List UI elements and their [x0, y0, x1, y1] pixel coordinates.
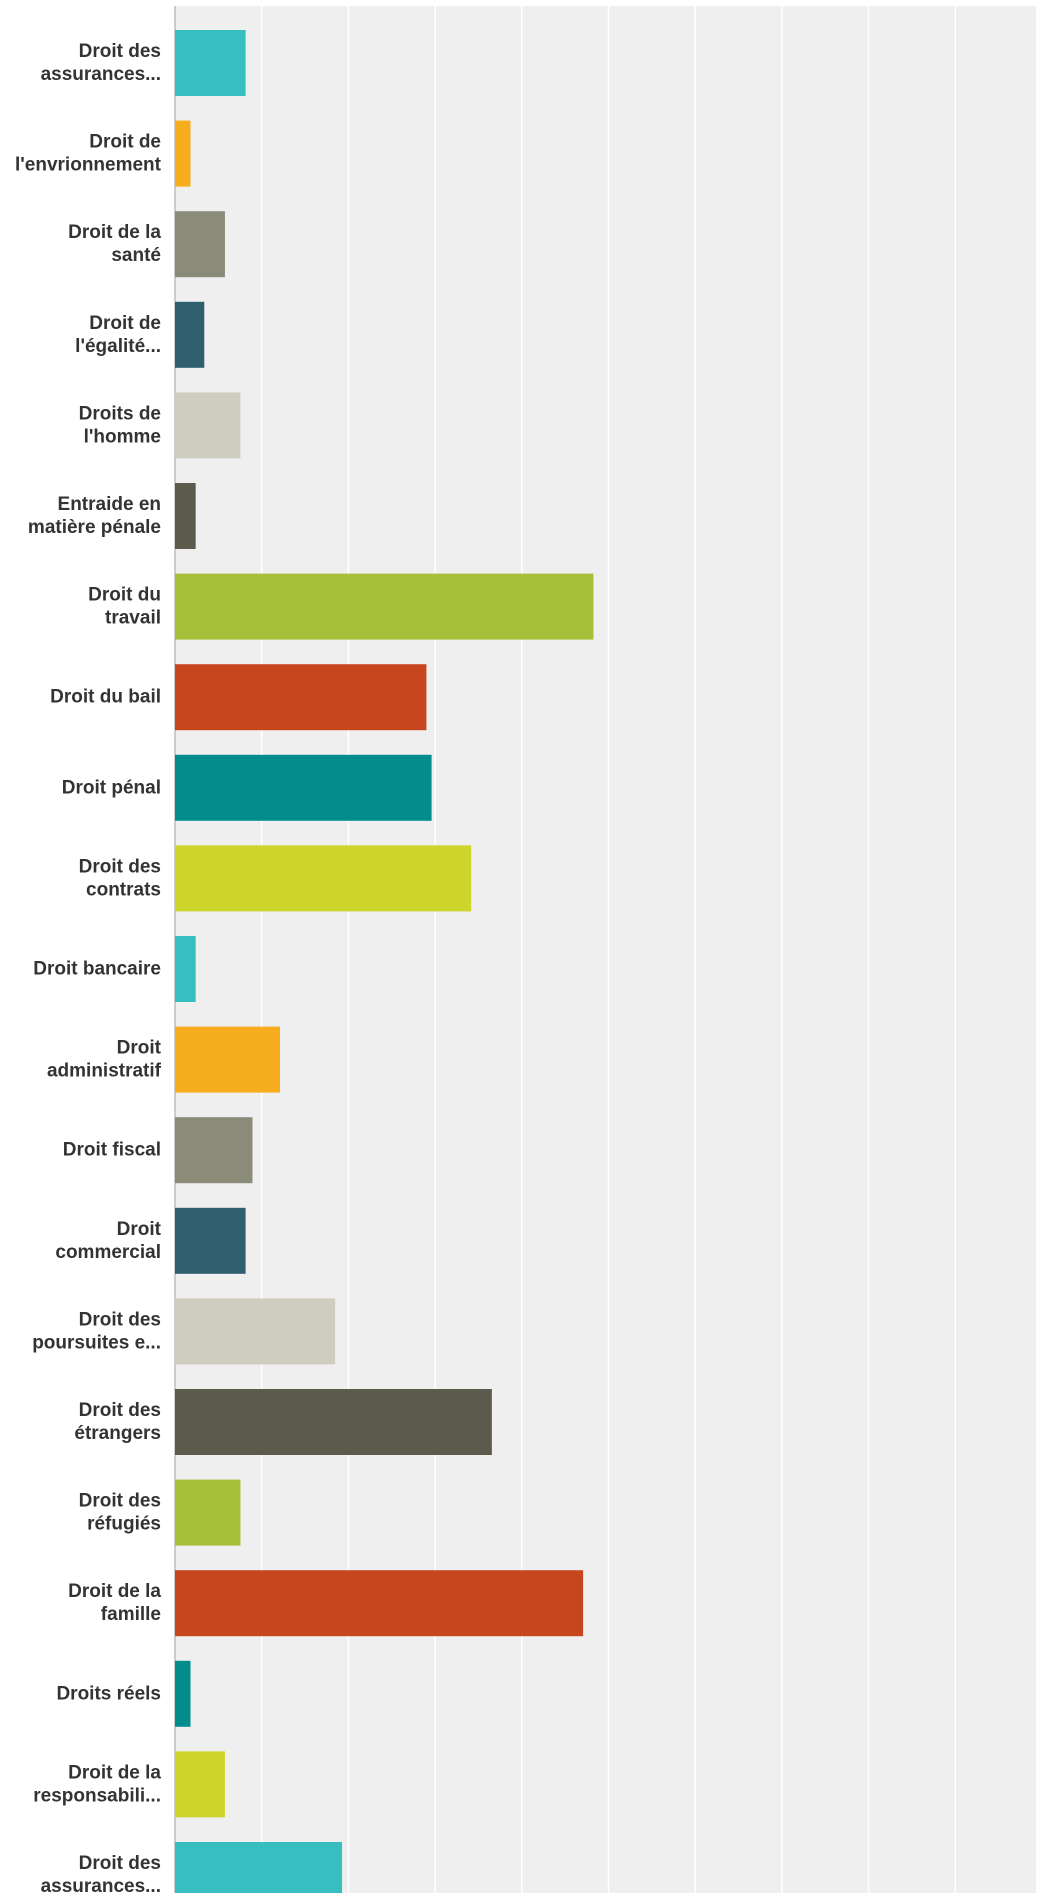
bar — [175, 754, 432, 821]
category-label: Droit du travail — [88, 585, 161, 629]
bar — [175, 1570, 584, 1637]
bar — [175, 120, 191, 187]
category-label: Droit de l'égalité... — [75, 313, 161, 357]
bar — [175, 30, 246, 96]
category-label: Droit des assurances... — [41, 41, 161, 85]
category-label: Droits réels — [56, 1683, 161, 1704]
category-label: Droit de la famille — [68, 1581, 161, 1625]
category-label: Droit des contrats — [79, 856, 161, 900]
bar — [175, 573, 594, 640]
category-label: Droit des poursuites e... — [32, 1309, 161, 1353]
bar — [175, 1117, 253, 1184]
category-label: Droit de la responsabili... — [33, 1762, 161, 1806]
category-label: Droit des étrangers — [74, 1400, 161, 1444]
category-label: Entraide en matière pénale — [28, 494, 161, 538]
category-label: Droit du bail — [50, 687, 161, 708]
category-labels: Droit des assurances... Droit de l'envrionn… — [15, 41, 162, 1893]
category-label: Droit de l'envrionnement — [15, 132, 162, 176]
bar — [175, 483, 196, 549]
bar — [175, 936, 196, 1002]
category-label: Droits de l'homme — [79, 403, 161, 447]
gridlines — [260, 6, 957, 1893]
bar — [175, 211, 225, 278]
category-label: Droit bancaire — [33, 959, 161, 980]
category-label: Droit des réfugiés — [79, 1491, 161, 1535]
bar — [175, 1479, 241, 1546]
category-label: Droit commercial — [55, 1219, 161, 1263]
bar — [175, 664, 427, 731]
bar — [175, 1751, 225, 1818]
category-label: Droit fiscal — [63, 1140, 161, 1161]
bar — [175, 1389, 492, 1455]
category-label: Droit pénal — [62, 777, 161, 798]
bar — [175, 1026, 281, 1093]
category-label: Droit administratif — [47, 1038, 162, 1082]
bar — [175, 1842, 343, 1893]
bar — [175, 1298, 336, 1365]
bars — [175, 30, 594, 1893]
bar — [175, 392, 241, 459]
category-label: Droit de la santé — [68, 222, 161, 266]
category-label: Droit des assurances... — [41, 1853, 161, 1893]
bar — [175, 301, 205, 368]
bar — [175, 1660, 191, 1727]
bar — [175, 845, 472, 912]
bar — [175, 1207, 246, 1274]
